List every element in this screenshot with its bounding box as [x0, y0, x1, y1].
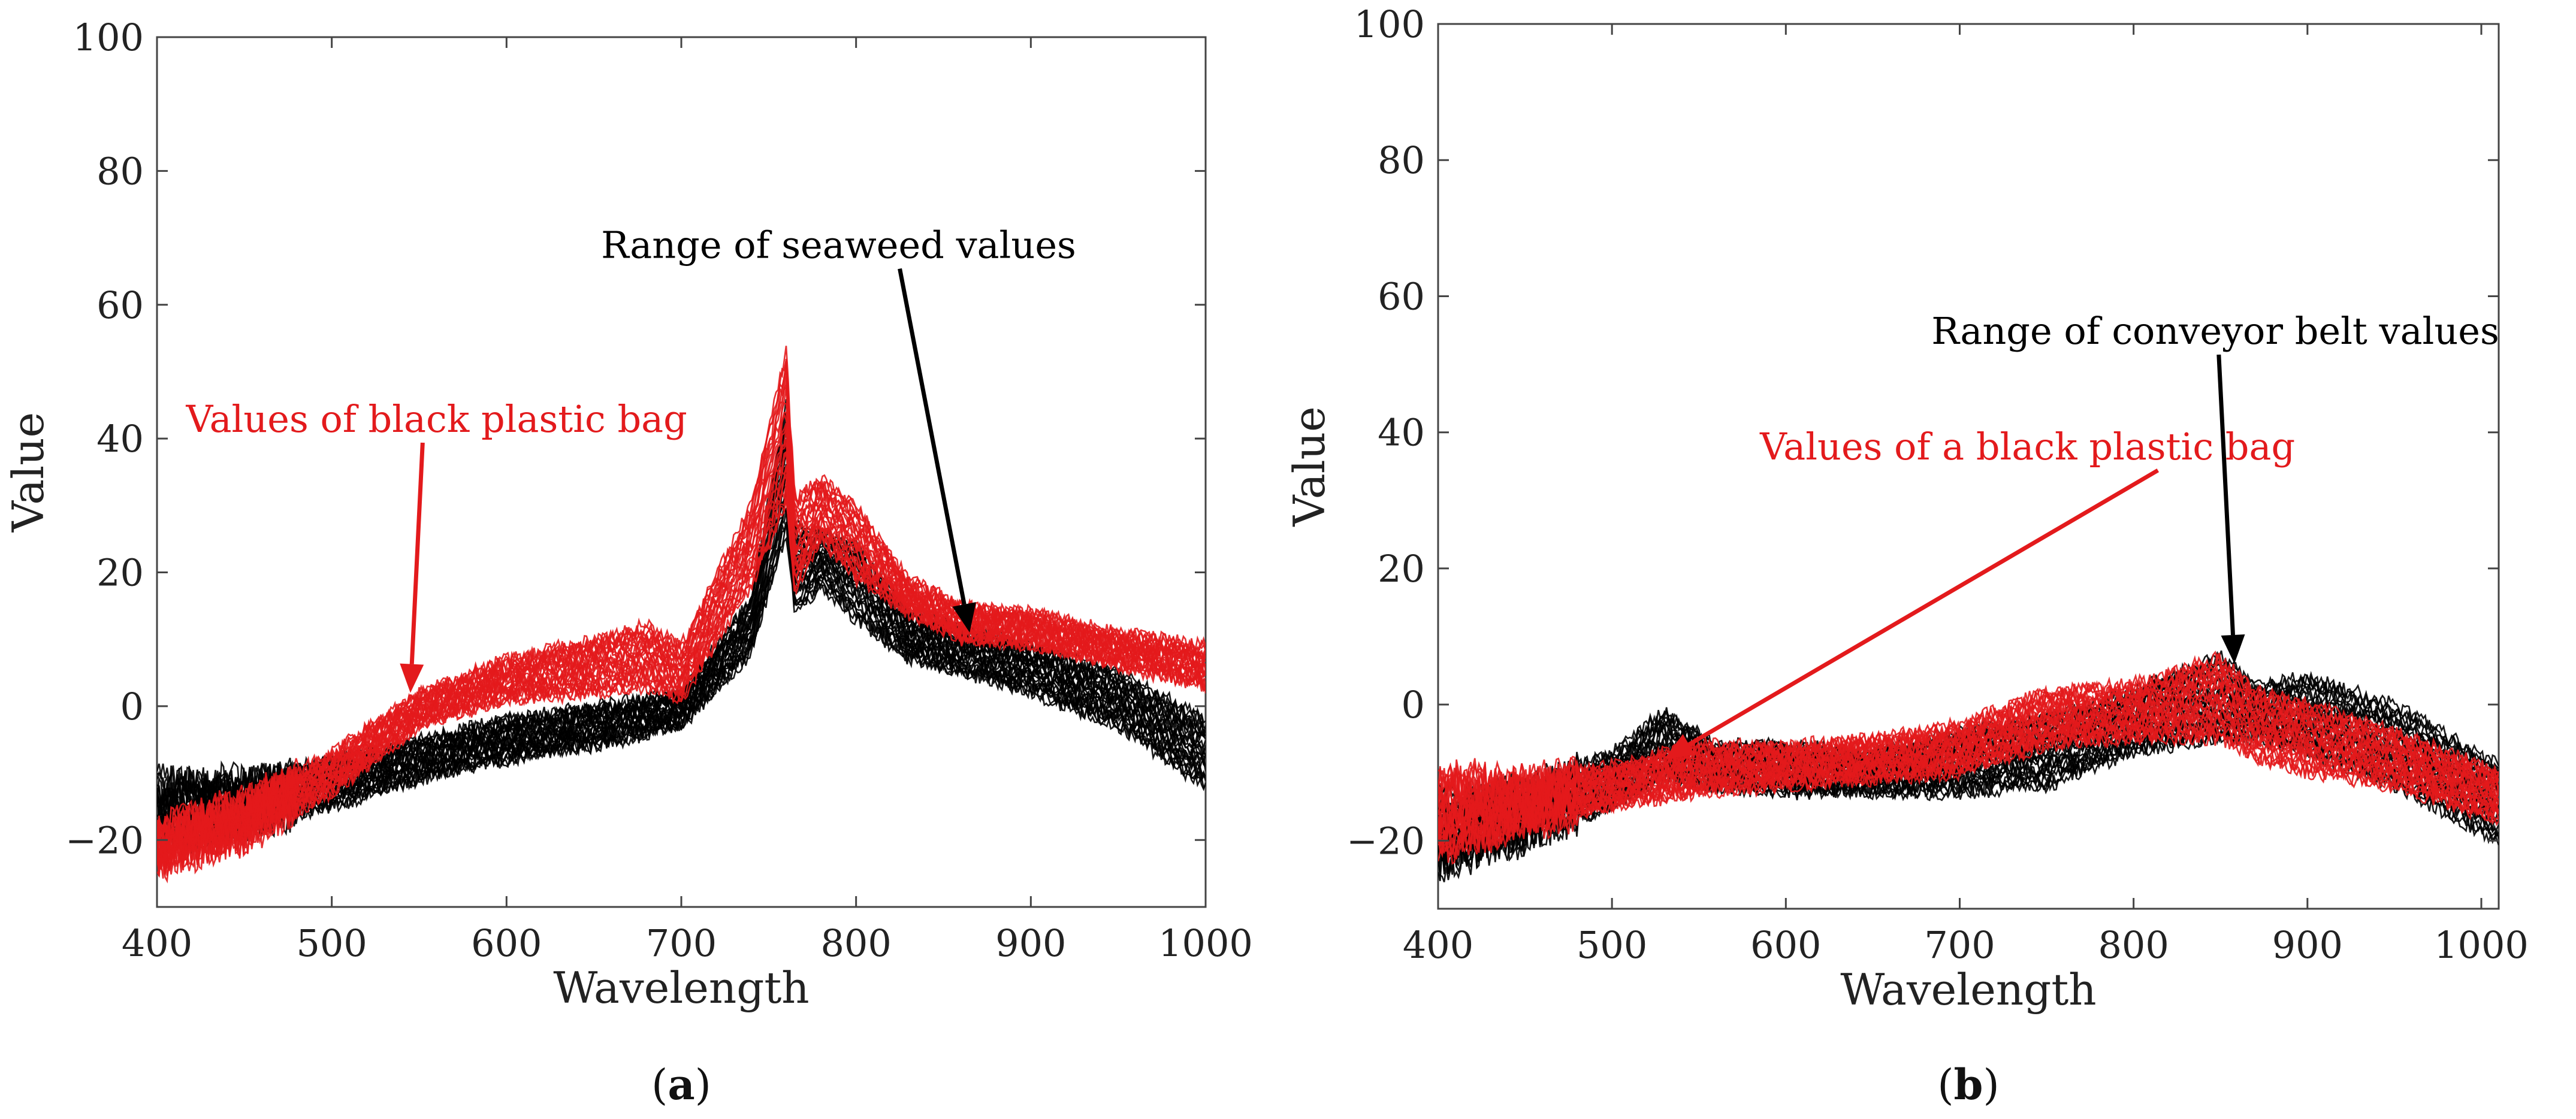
annotation: Range of conveyor belt values — [1931, 309, 2499, 664]
panel-caption: (b) — [1937, 1060, 2000, 1109]
annotation: Values of a black plastic bag — [1664, 425, 2295, 760]
panel-b-chart: 400 500 600 700 800 900 1000 −20 0 20 40 60 80 100 Wav… — [1284, 2, 2529, 1109]
annotation-text: Values of a black plastic bag — [1759, 425, 2295, 468]
y-tick-label: 60 — [96, 283, 144, 327]
y-tick-label: 0 — [120, 685, 144, 728]
caption-close-paren: ) — [695, 1060, 711, 1109]
caption-open-paren: ( — [1937, 1060, 1953, 1109]
annotation-text: Range of conveyor belt values — [1931, 309, 2499, 353]
series-line — [1438, 652, 2499, 796]
series-line — [1438, 692, 2499, 832]
annotation-arrow-shaft — [2216, 354, 2236, 636]
annotation-arrow-head — [1664, 734, 1695, 760]
x-tick-label: 800 — [2098, 923, 2169, 967]
x-tick-label: 600 — [1750, 923, 1821, 967]
x-tick-label: 900 — [2272, 923, 2343, 967]
y-tick-label: 20 — [96, 551, 144, 595]
series-line — [1438, 650, 2499, 797]
y-tick-label: 100 — [1354, 2, 1425, 46]
series-black-plastic-bag — [1438, 650, 2499, 865]
y-tick-label: 100 — [73, 16, 144, 59]
annotation-arrow-shaft — [898, 268, 967, 605]
series-area — [157, 346, 1206, 884]
series-line — [157, 399, 1206, 798]
caption-close-paren: ) — [1983, 1060, 1999, 1109]
y-tick-label: 80 — [96, 149, 144, 193]
x-tick-label: 800 — [820, 921, 891, 965]
y-tick-label: 40 — [1378, 411, 1425, 455]
annotation-arrow-shaft — [409, 442, 425, 664]
x-tick-label: 400 — [122, 921, 192, 965]
series-line — [157, 412, 1206, 800]
x-tick-label: 600 — [471, 921, 542, 965]
series-line — [1438, 673, 2499, 812]
y-tick-label: 80 — [1378, 138, 1425, 182]
series-line — [1438, 721, 2499, 855]
caption-open-paren: ( — [651, 1060, 668, 1109]
panel-a-chart: 400 500 600 700 800 900 1000 −20 0 20 40 60 80 100 Wav… — [3, 16, 1253, 1109]
x-axis-label: Wavelength — [1840, 964, 2096, 1015]
x-tick-label: 1000 — [1158, 921, 1253, 965]
plot-frame — [1437, 23, 2500, 910]
x-tick-label: 1000 — [2434, 923, 2529, 967]
y-tick-label: −20 — [65, 818, 144, 862]
series-line — [157, 426, 1206, 864]
annotation-arrow-head — [400, 663, 424, 693]
annotation-arrow-head — [952, 602, 976, 633]
x-tick-label: 500 — [296, 921, 367, 965]
y-tick-label: 40 — [96, 417, 144, 461]
x-tick-label: 500 — [1577, 923, 1647, 967]
annotation-arrow-shaft — [1687, 468, 2160, 746]
series-black-plastic-bag — [157, 346, 1206, 884]
annotation: Range of seaweed values — [601, 223, 1076, 633]
annotation-text: Values of black plastic bag — [186, 397, 687, 441]
x-tick-label: 700 — [646, 921, 717, 965]
series-line — [157, 413, 1206, 803]
x-tick-label: 900 — [995, 921, 1066, 965]
y-axis-label: Value — [1284, 406, 1334, 527]
x-tick-label: 400 — [1403, 923, 1473, 967]
annotation-text: Range of seaweed values — [601, 223, 1076, 267]
y-tick-label: 60 — [1378, 274, 1425, 318]
series-line — [157, 346, 1206, 842]
series-line — [157, 376, 1206, 847]
panel-caption: (a) — [651, 1060, 711, 1109]
caption-letter: a — [668, 1060, 694, 1109]
y-tick-label: 20 — [1378, 547, 1425, 591]
x-axis-label: Wavelength — [553, 963, 809, 1013]
x-tick-label: 700 — [1924, 923, 1995, 967]
annotation-arrow-head — [2221, 634, 2245, 664]
y-axis-label: Value — [3, 412, 53, 533]
annotation: Values of black plastic bag — [186, 397, 687, 693]
y-tick-label: −20 — [1346, 819, 1425, 863]
caption-letter: b — [1954, 1060, 1983, 1109]
series-area — [1438, 650, 2499, 882]
y-tick-label: 0 — [1402, 683, 1425, 727]
